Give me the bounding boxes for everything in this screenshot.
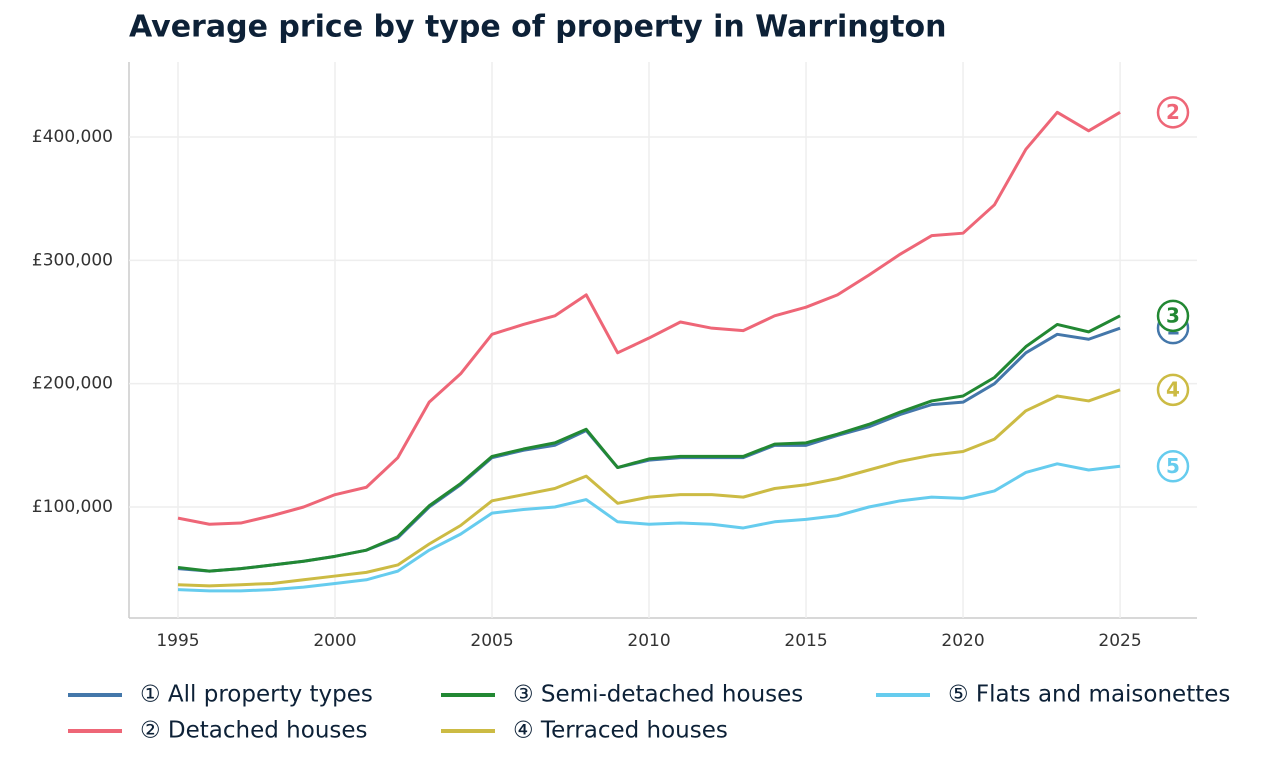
legend-label: ③ Semi-detached houses (513, 682, 803, 708)
x-tick-label: 1995 (156, 631, 199, 651)
end-label: 5 (1166, 454, 1180, 478)
series-line (177, 110, 1121, 526)
x-tick-label: 2020 (941, 631, 984, 651)
y-tick-label: £200,000 (32, 374, 113, 394)
end-marker (1156, 96, 1190, 129)
x-tick-label: 2000 (313, 631, 356, 651)
y-tick-label: £400,000 (32, 127, 113, 147)
end-marker (1156, 373, 1190, 407)
series-line (177, 462, 1121, 593)
series-line (177, 314, 1121, 573)
legend-label: ① All property types (140, 682, 373, 708)
x-tick-label: 2010 (627, 631, 670, 651)
end-label: 3 (1166, 303, 1180, 327)
legend-label: ⑤ Flats and maisonettes (948, 682, 1230, 708)
end-marker (1156, 299, 1190, 333)
end-marker (1156, 450, 1190, 483)
y-tick-label: £100,000 (32, 497, 113, 517)
chart-title: Average price by type of property in War… (129, 10, 946, 45)
series-line (177, 388, 1121, 588)
x-tick-label: 2015 (784, 631, 827, 651)
y-tick-label: £300,000 (32, 250, 113, 270)
end-label: 4 (1166, 377, 1180, 401)
x-tick-label: 2025 (1098, 631, 1141, 651)
legend-label: ② Detached houses (140, 718, 368, 744)
x-tick-label: 2005 (470, 631, 513, 651)
end-label: 2 (1166, 100, 1180, 124)
legend-label: ④ Terraced houses (513, 718, 728, 744)
